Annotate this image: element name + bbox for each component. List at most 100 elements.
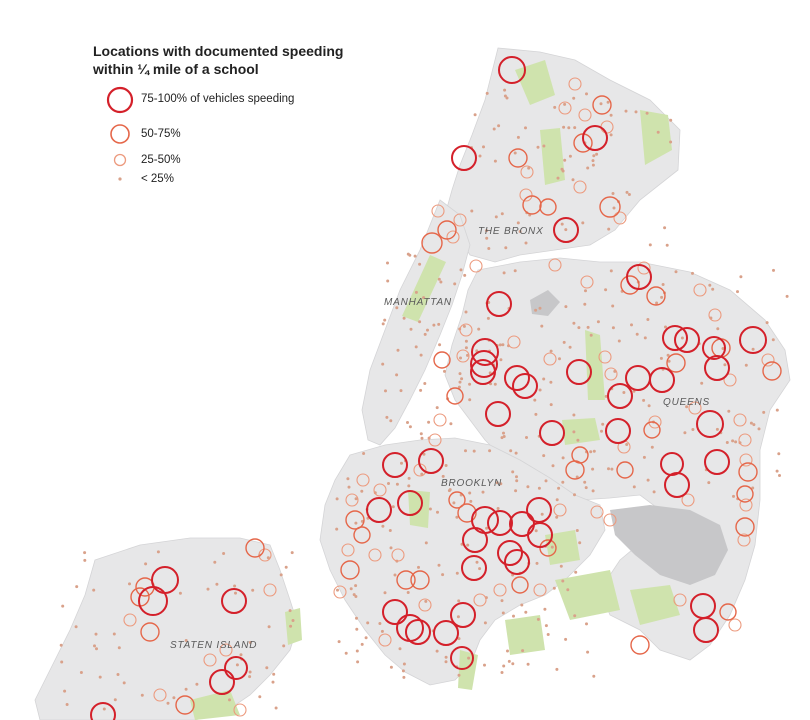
marker-under-25 [555, 498, 559, 502]
marker-under-25 [625, 443, 629, 446]
marker-under-25 [501, 343, 505, 347]
marker-under-25 [395, 482, 399, 486]
marker-under-25 [400, 461, 403, 465]
marker-under-25 [422, 452, 426, 456]
marker-under-25 [777, 452, 781, 456]
marker-under-25 [499, 358, 503, 362]
marker-25-50 [433, 413, 447, 427]
marker-75-100 [662, 325, 688, 351]
marker-75-100 [90, 702, 116, 720]
marker-under-25 [144, 562, 148, 566]
marker-under-25 [600, 429, 603, 433]
marker-under-25 [674, 270, 678, 274]
marker-under-25 [549, 403, 553, 407]
marker-under-25 [624, 109, 628, 113]
marker-under-25 [514, 451, 518, 455]
marker-under-25 [625, 190, 629, 194]
marker-75-100 [605, 418, 631, 444]
marker-under-25 [453, 282, 457, 286]
marker-under-25 [601, 422, 605, 426]
marker-under-25 [497, 124, 501, 128]
marker-75-100 [461, 555, 487, 581]
marker-under-25 [734, 440, 738, 444]
marker-under-25 [725, 441, 729, 444]
marker-under-25 [664, 325, 667, 329]
marker-under-25 [586, 325, 590, 329]
marker-under-25 [485, 229, 488, 233]
marker-under-25 [561, 456, 565, 460]
marker-under-25 [496, 507, 500, 510]
marker-under-25 [424, 541, 428, 545]
marker-under-25 [406, 421, 409, 424]
marker-under-25 [437, 563, 441, 567]
marker-under-25 [423, 382, 427, 385]
marker-under-25 [457, 637, 461, 641]
marker-under-25 [516, 135, 520, 139]
marker-under-25 [680, 336, 684, 340]
marker-under-25 [513, 151, 517, 155]
marker-under-25 [488, 371, 492, 375]
marker-under-25 [420, 436, 424, 440]
marker-under-25 [457, 599, 461, 603]
marker-under-25 [468, 491, 472, 495]
marker-under-25 [549, 380, 553, 384]
marker-under-25 [504, 246, 508, 250]
marker-under-25 [550, 545, 554, 549]
marker-under-25 [422, 296, 426, 300]
marker-75-100 [485, 401, 511, 427]
marker-under-25 [492, 127, 496, 131]
marker-under-25 [437, 277, 441, 281]
marker-25-50 [453, 213, 467, 227]
marker-under-25 [437, 322, 441, 326]
marker-75-100 [674, 327, 700, 353]
marker-under-25 [417, 565, 420, 569]
marker-under-25 [526, 662, 530, 666]
marker-under-25 [336, 588, 339, 592]
marker-under-25 [493, 159, 497, 163]
marker-under-25 [389, 665, 393, 669]
marker-under-25 [384, 389, 387, 393]
marker-25-50 [263, 583, 277, 597]
marker-under-25 [464, 346, 468, 350]
marker-under-25 [708, 283, 712, 287]
marker-under-25 [414, 345, 418, 349]
marker-under-25 [583, 302, 587, 306]
marker-under-25 [586, 166, 590, 170]
marker-under-25 [485, 526, 489, 530]
marker-under-25 [380, 629, 384, 633]
marker-25-50 [373, 483, 387, 497]
marker-under-25 [498, 343, 502, 347]
legend-symbol-high [106, 86, 134, 114]
marker-under-25 [383, 318, 387, 322]
marker-under-25 [736, 290, 739, 294]
marker-50-75 [592, 95, 612, 115]
marker-75-100 [382, 452, 408, 478]
marker-25-50 [553, 503, 567, 517]
marker-under-25 [583, 480, 587, 484]
marker-under-25 [391, 505, 395, 509]
marker-under-25 [642, 398, 646, 402]
marker-under-25 [116, 673, 120, 676]
marker-under-25 [592, 449, 596, 453]
marker-25-50 [123, 613, 137, 627]
marker-under-25 [571, 178, 575, 182]
marker-under-25 [546, 633, 550, 636]
marker-under-25 [527, 166, 531, 170]
marker-under-25 [500, 212, 504, 216]
marker-under-25 [469, 499, 473, 503]
marker-under-25 [524, 126, 527, 130]
marker-under-25 [568, 154, 572, 158]
park-staten-1 [190, 690, 240, 720]
marker-under-25 [59, 643, 63, 647]
marker-under-25 [555, 667, 559, 671]
marker-under-25 [464, 339, 468, 343]
marker-under-25 [564, 228, 568, 232]
marker-under-25 [659, 356, 663, 360]
marker-25-50 [728, 618, 742, 632]
marker-under-25 [665, 243, 669, 247]
marker-25-50 [431, 204, 445, 218]
marker-under-25 [487, 247, 491, 250]
marker-50-75 [571, 446, 589, 464]
marker-under-25 [464, 449, 467, 453]
